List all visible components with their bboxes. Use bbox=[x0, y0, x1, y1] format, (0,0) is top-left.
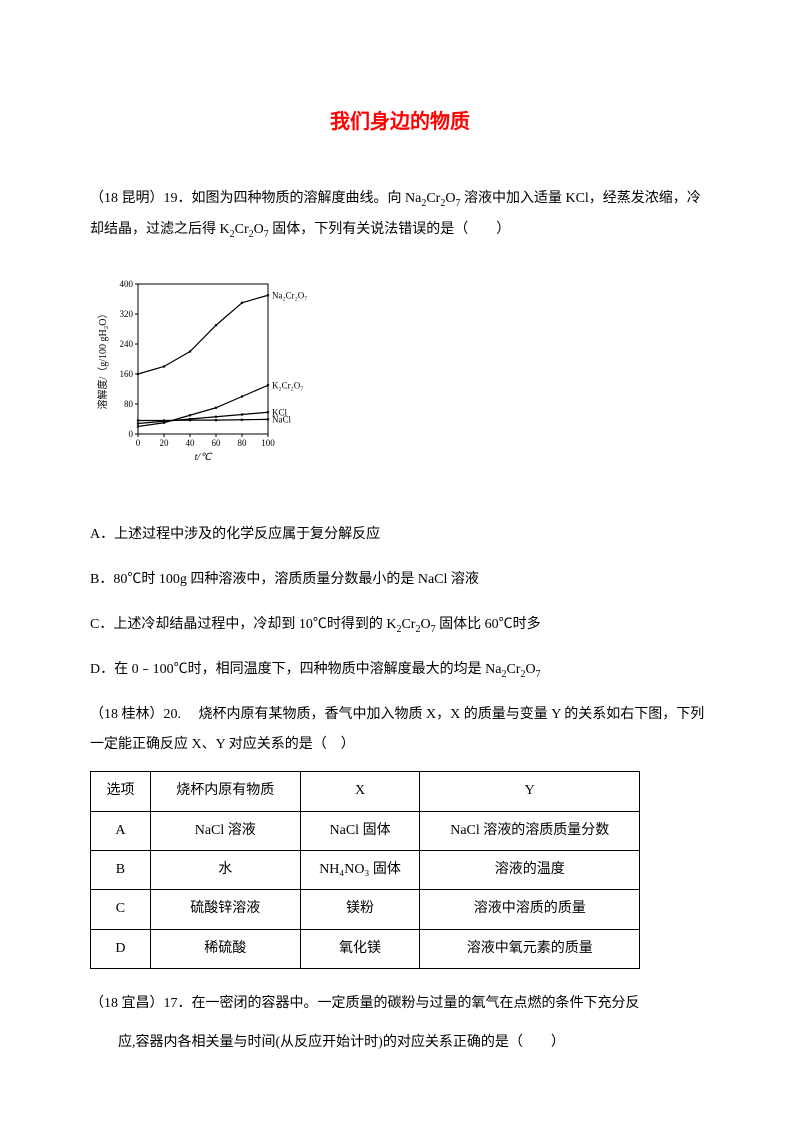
q1c-m2: O bbox=[420, 617, 430, 632]
table-cell: 水 bbox=[150, 850, 300, 889]
table-cell: A bbox=[91, 811, 151, 850]
table-cell: NaCl 溶液的溶质质量分数 bbox=[420, 811, 640, 850]
svg-text:溶解度/（g/100 gH₂O）: 溶解度/（g/100 gH₂O） bbox=[96, 308, 109, 409]
table-cell: NaCl 固体 bbox=[300, 811, 420, 850]
q1-prefix: （18 昆明）19．如图为四种物质的溶解度曲线。向 Na bbox=[90, 191, 421, 206]
table-row: B水NH₄NO₃ 固体溶液的温度 bbox=[91, 850, 640, 889]
table-cell: 溶液中溶质的质量 bbox=[420, 890, 640, 929]
table-cell: C bbox=[91, 890, 151, 929]
q1-stem: （18 昆明）19．如图为四种物质的溶解度曲线。向 Na2Cr2O7 溶液中加入… bbox=[90, 184, 710, 246]
q1-m5: O bbox=[254, 222, 264, 237]
q1-m4: Cr bbox=[235, 222, 249, 237]
q3-line1: （18 宜昌）17．在一密闭的容器中。一定质量的碳粉与过量的氧气在点燃的条件下充… bbox=[90, 989, 710, 1020]
svg-text:320: 320 bbox=[120, 309, 134, 319]
svg-text:K₂Cr₂O₇: K₂Cr₂O₇ bbox=[272, 380, 303, 390]
table-cell: 溶液中氧元素的质量 bbox=[420, 929, 640, 968]
svg-text:40: 40 bbox=[186, 438, 196, 448]
table-row: D稀硫酸氧化镁溶液中氧元素的质量 bbox=[91, 929, 640, 968]
q3-line2: 应,容器内各相关量与时间(从反应开始计时)的对应关系正确的是（ ） bbox=[90, 1028, 710, 1059]
svg-text:400: 400 bbox=[120, 279, 134, 289]
q1-tail: 固体，下列有关说法错误的是（ ） bbox=[269, 222, 511, 237]
q1c-tail: 固体比 60℃时多 bbox=[436, 617, 541, 632]
th-1: 烧杯内原有物质 bbox=[150, 772, 300, 811]
table-cell: 溶液的温度 bbox=[420, 850, 640, 889]
table-cell: NH₄NO₃ 固体 bbox=[300, 850, 420, 889]
table-cell: D bbox=[91, 929, 151, 968]
svg-text:0: 0 bbox=[129, 429, 134, 439]
q1-m1: Cr bbox=[426, 191, 440, 206]
q1-opt-b: B．80℃时 100g 四种溶液中，溶质质量分数最小的是 NaCl 溶液 bbox=[90, 565, 710, 596]
th-0: 选项 bbox=[91, 772, 151, 811]
table-row: ANaCl 溶液NaCl 固体NaCl 溶液的溶质质量分数 bbox=[91, 811, 640, 850]
q1d-pre: D．在 0﹣100℃时，相同温度下，四种物质中溶解度最大的均是 Na bbox=[90, 662, 501, 677]
q1-opt-d: D．在 0﹣100℃时，相同温度下，四种物质中溶解度最大的均是 Na2Cr2O7 bbox=[90, 655, 710, 686]
page-root: 我们身边的物质 （18 昆明）19．如图为四种物质的溶解度曲线。向 Na2Cr2… bbox=[0, 0, 800, 1127]
q1-m2: O bbox=[445, 191, 455, 206]
q1d-m1: Cr bbox=[506, 662, 520, 677]
svg-text:0: 0 bbox=[136, 438, 141, 448]
q1c-pre: C．上述冷却结晶过程中，冷却到 10℃时得到的 K bbox=[90, 617, 396, 632]
svg-text:60: 60 bbox=[212, 438, 222, 448]
q1c-m1: Cr bbox=[401, 617, 415, 632]
q1-opt-a: A．上述过程中涉及的化学反应属于复分解反应 bbox=[90, 520, 710, 551]
q1-options: A．上述过程中涉及的化学反应属于复分解反应 B．80℃时 100g 四种溶液中，… bbox=[90, 520, 710, 685]
th-3: Y bbox=[420, 772, 640, 811]
svg-text:Na₂Cr₂O₇: Na₂Cr₂O₇ bbox=[272, 290, 307, 300]
q2-stem: （18 桂林）20. 烧杯内原有某物质，香气中加入物质 X，X 的质量与变量 Y… bbox=[90, 700, 710, 762]
table-body: ANaCl 溶液NaCl 固体NaCl 溶液的溶质质量分数B水NH₄NO₃ 固体… bbox=[91, 811, 640, 969]
solubility-chart: 0 80 160 240 320 400 0 20 40 60 80 100 溶解度/（g/100 gH… bbox=[90, 274, 350, 464]
table-cell: 氧化镁 bbox=[300, 929, 420, 968]
th-2: X bbox=[300, 772, 420, 811]
table-cell: B bbox=[91, 850, 151, 889]
svg-text:160: 160 bbox=[120, 369, 134, 379]
table-cell: 镁粉 bbox=[300, 890, 420, 929]
table-cell: NaCl 溶液 bbox=[150, 811, 300, 850]
svg-text:100: 100 bbox=[261, 438, 275, 448]
q1d-m2: O bbox=[525, 662, 535, 677]
table-row: C硫酸锌溶液镁粉溶液中溶质的质量 bbox=[91, 890, 640, 929]
svg-text:NaCl: NaCl bbox=[272, 414, 291, 424]
svg-text:240: 240 bbox=[120, 339, 134, 349]
q2-table: 选项 烧杯内原有物质 X Y ANaCl 溶液NaCl 固体NaCl 溶液的溶质… bbox=[90, 771, 640, 969]
page-title: 我们身边的物质 bbox=[90, 100, 710, 144]
table-cell: 硫酸锌溶液 bbox=[150, 890, 300, 929]
table-cell: 稀硫酸 bbox=[150, 929, 300, 968]
svg-text:80: 80 bbox=[238, 438, 248, 448]
svg-text:20: 20 bbox=[160, 438, 170, 448]
table-header-row: 选项 烧杯内原有物质 X Y bbox=[91, 772, 640, 811]
svg-text:80: 80 bbox=[124, 399, 134, 409]
svg-text:t/℃: t/℃ bbox=[195, 452, 214, 463]
q1-opt-c: C．上述冷却结晶过程中，冷却到 10℃时得到的 K2Cr2O7 固体比 60℃时… bbox=[90, 610, 710, 641]
